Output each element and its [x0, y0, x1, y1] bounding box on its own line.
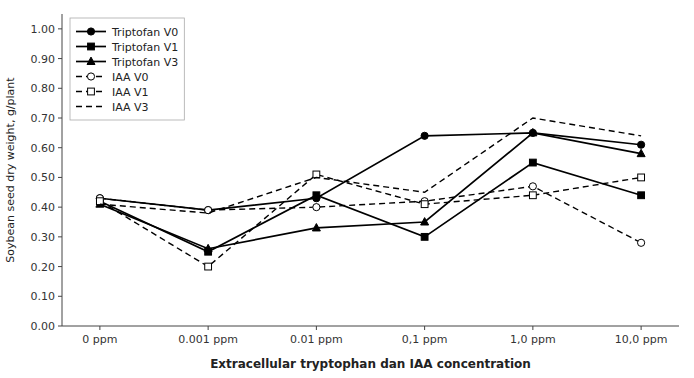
point: [638, 239, 645, 246]
y-tick-label: 0.50: [31, 171, 56, 184]
point: [205, 263, 212, 270]
legend-marker: [87, 73, 94, 80]
x-axis-line: [62, 326, 679, 327]
y-tick: [58, 118, 62, 119]
point: [529, 129, 536, 136]
legend-label: Triptofan V3: [111, 56, 178, 69]
point: [421, 201, 428, 208]
y-tick: [58, 88, 62, 89]
legend-label: IAA V0: [112, 71, 149, 84]
x-axis-title: Extracellular tryptophan dan IAA concent…: [210, 357, 531, 371]
y-tick-label: 0.30: [31, 231, 56, 244]
series: [96, 183, 644, 247]
y-tick-label: 0.00: [31, 320, 56, 333]
y-tick-label: 0.70: [31, 112, 56, 125]
series: [96, 171, 644, 270]
series: [96, 159, 644, 255]
y-tick: [58, 326, 62, 327]
point: [638, 141, 645, 148]
x-tick: [208, 326, 209, 330]
legend-label: Triptofan V0: [111, 26, 178, 39]
legend-marker: [88, 88, 95, 95]
line: [100, 118, 641, 213]
legend-marker: [87, 57, 95, 64]
y-tick: [58, 58, 62, 59]
line: [100, 186, 641, 242]
x-tick-label: 10,0 ppm: [615, 333, 668, 346]
point: [638, 174, 645, 181]
line: [100, 133, 641, 249]
point: [312, 224, 320, 231]
y-tick: [58, 207, 62, 208]
legend-item: IAA V3: [76, 101, 149, 114]
x-tick: [424, 326, 425, 330]
series: [96, 128, 645, 251]
plot-data: [96, 118, 645, 270]
legend-line: [76, 106, 106, 107]
y-tick: [58, 236, 62, 237]
point: [96, 198, 103, 205]
y-tick-label: 0.10: [31, 290, 56, 303]
point: [204, 244, 212, 251]
legend-frame: [70, 18, 184, 120]
legend-marker: [87, 28, 94, 35]
point: [529, 183, 536, 190]
legend-item: Triptofan V0: [76, 26, 178, 39]
line: [100, 174, 641, 266]
point: [638, 192, 645, 199]
y-tick-label: 0.80: [31, 82, 56, 95]
y-tick: [58, 28, 62, 29]
point: [421, 132, 428, 139]
legend-item: IAA V1: [76, 86, 149, 99]
x-tick: [99, 326, 100, 330]
y-tick: [58, 147, 62, 148]
point: [421, 233, 428, 240]
point: [96, 198, 103, 205]
y-tick: [58, 266, 62, 267]
y-tick-label: 0.40: [31, 201, 56, 214]
x-tick-label: 0.001 ppm: [178, 333, 238, 346]
axes: 0.00 0.10 0.20 0.30 0.40 0.50 0.60 0.70 0.80 0.90…: [31, 14, 680, 346]
legend: Triptofan V0 Triptofan V1 Triptofan V3 IAA …: [70, 18, 184, 120]
legend-label: Triptofan V1: [111, 41, 178, 54]
x-tick: [532, 326, 533, 330]
point: [637, 149, 645, 156]
point: [529, 192, 536, 199]
y-tick-label: 0.20: [31, 261, 56, 274]
legend-label: IAA V3: [112, 101, 149, 114]
legend-item: Triptofan V3: [76, 56, 178, 69]
legend-item: Triptofan V1: [76, 41, 178, 54]
y-tick-label: 0.60: [31, 142, 56, 155]
point: [529, 128, 537, 135]
x-tick-label: 0.01 ppm: [290, 333, 343, 346]
x-tick: [316, 326, 317, 330]
y-axis-line: [62, 14, 63, 326]
y-tick-label: 1.00: [31, 23, 56, 36]
chart: 0.00 0.10 0.20 0.30 0.40 0.50 0.60 0.70 0.80 0.90…: [0, 0, 694, 378]
series: [100, 118, 641, 213]
point: [313, 192, 320, 199]
legend-item: IAA V0: [76, 71, 149, 84]
x-tick: [641, 326, 642, 330]
point: [313, 204, 320, 211]
point: [421, 218, 429, 225]
y-tick-label: 0.90: [31, 53, 56, 66]
x-tick-label: 1,0 ppm: [510, 333, 556, 346]
x-tick-label: 0,1 ppm: [402, 333, 448, 346]
y-tick: [58, 177, 62, 178]
x-tick-label: 0 ppm: [82, 333, 117, 346]
y-axis-title: Soybean seed dry weight, g/plant: [4, 77, 17, 263]
legend-marker: [88, 43, 95, 50]
legend-label: IAA V1: [112, 86, 149, 99]
point: [529, 159, 536, 166]
y-tick: [58, 296, 62, 297]
